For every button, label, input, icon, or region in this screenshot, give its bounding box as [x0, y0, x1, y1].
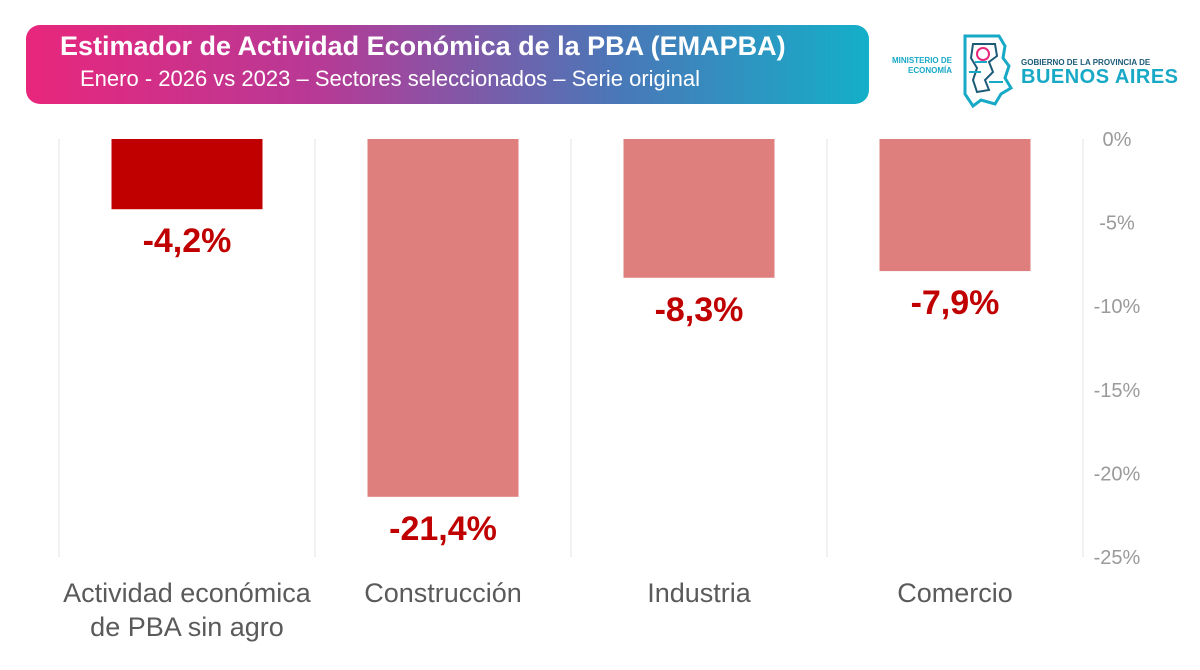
y-tick-label: -5%	[1099, 213, 1135, 235]
chart-subtitle: Enero - 2026 vs 2023 – Sectores seleccio…	[80, 66, 701, 91]
x-category-label: Construcción	[315, 576, 571, 610]
logo-area: MINISTERIO DE ECONOMÍA GOBIERNO DE LA PR…	[885, 28, 1178, 108]
x-category-label: Actividad económica de PBA sin agro	[59, 576, 315, 644]
province-emblem-icon	[963, 34, 1014, 108]
x-category-label-line: de PBA sin agro	[90, 612, 284, 642]
y-tick-label: -20%	[1094, 463, 1141, 485]
y-tick-label: 0%	[1103, 129, 1132, 151]
title-banner: Estimador de Actividad Económica de la P…	[26, 25, 869, 104]
ministerio-line2: ECONOMÍA	[908, 66, 952, 75]
chart-title: Estimador de Actividad Económica de la P…	[60, 31, 786, 61]
x-category-label: Industria	[571, 576, 827, 610]
ministerio-logo-text: MINISTERIO DE ECONOMÍA	[885, 56, 952, 76]
bar	[879, 139, 1031, 272]
x-category-label: Comercio	[827, 576, 1083, 610]
y-tick-label: -25%	[1094, 547, 1141, 569]
x-category-label-line: Construcción	[364, 578, 522, 608]
ministerio-line1: MINISTERIO DE	[891, 56, 952, 65]
data-label: -8,3%	[655, 291, 744, 329]
data-label: -21,4%	[389, 510, 497, 548]
x-category-label-line: Actividad económica	[63, 578, 311, 608]
y-tick-label: -10%	[1094, 296, 1141, 318]
x-category-label-line: Industria	[647, 578, 751, 608]
y-tick-label: -15%	[1094, 380, 1141, 402]
bar	[623, 139, 775, 278]
buenos-aires-logo-text: BUENOS AIRES	[1021, 66, 1179, 88]
data-label: -4,2%	[143, 222, 232, 260]
gobierno-logo-text: GOBIERNO DE LA PROVINCIA DE	[1021, 58, 1151, 67]
bar	[367, 139, 519, 497]
bar	[111, 139, 263, 210]
x-category-label-line: Comercio	[897, 578, 1013, 608]
data-label: -7,9%	[911, 284, 1000, 322]
